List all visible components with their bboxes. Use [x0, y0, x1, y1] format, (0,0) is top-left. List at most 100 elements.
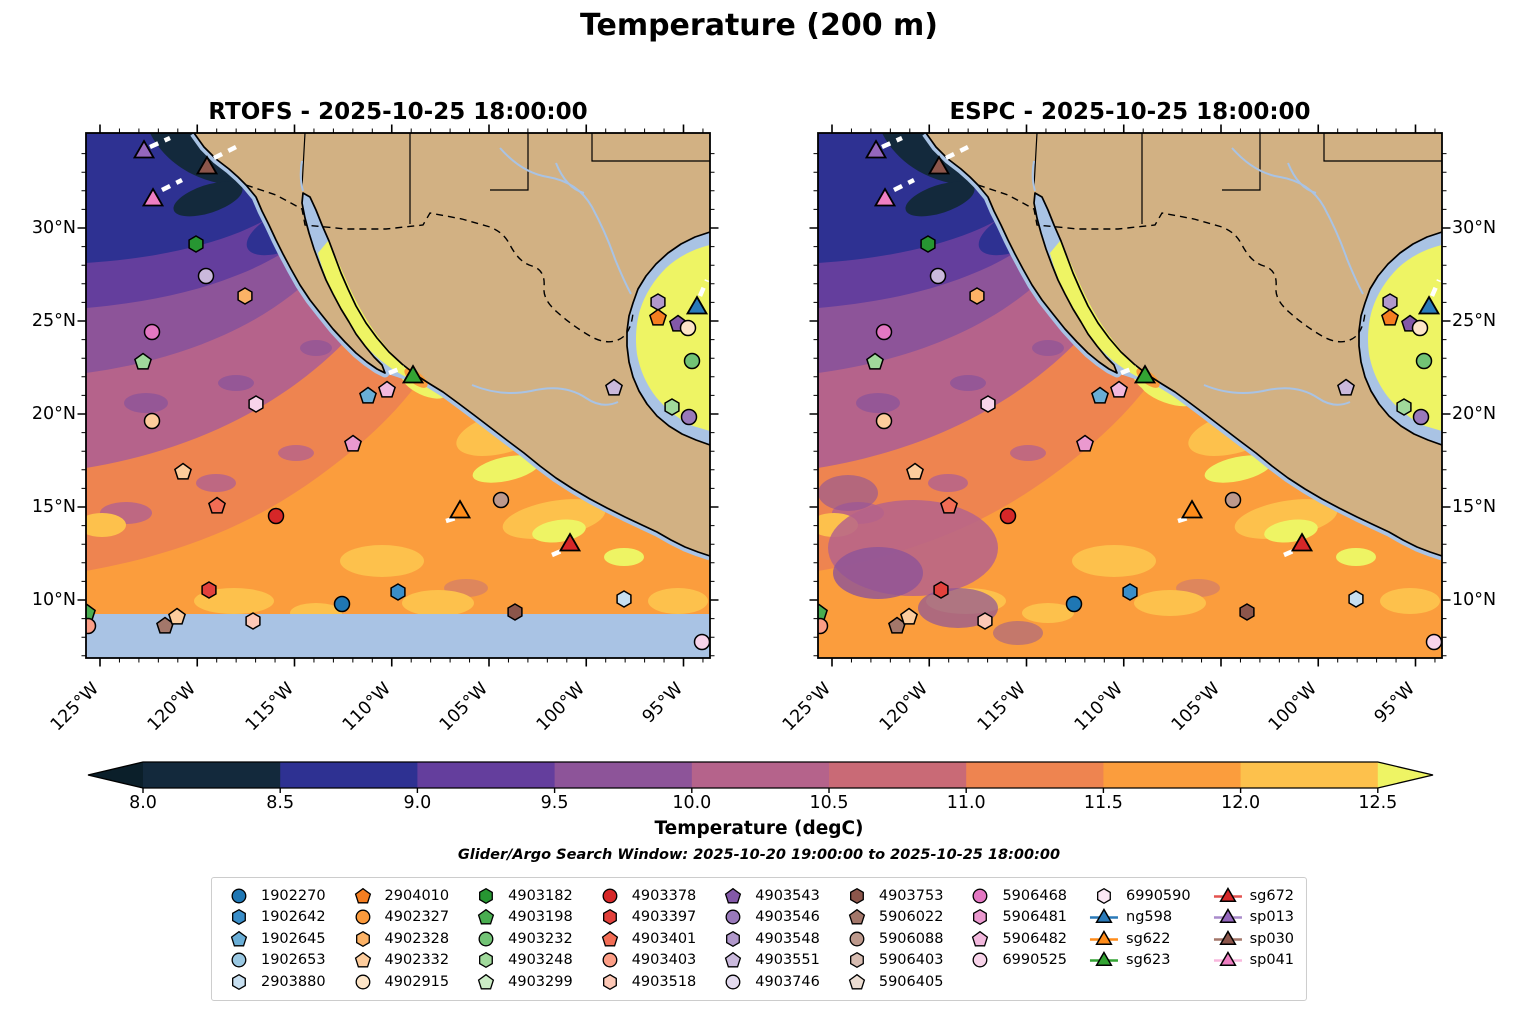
legend-item-2903880: 2903880	[224, 971, 326, 993]
legend-label: 4902915	[384, 973, 450, 990]
map-marker	[1411, 319, 1429, 337]
legend-marker-icon	[602, 973, 617, 990]
y-tick-label: 30°N	[1452, 218, 1497, 238]
glider-track	[1283, 546, 1299, 558]
legend-label: 4902328	[384, 930, 450, 947]
legend-column: 5906468 5906481 5906482 6990525	[965, 885, 1067, 993]
legend-item-6990525: 6990525	[965, 950, 1067, 972]
legend-label: 4903753	[878, 887, 944, 904]
legend-marker-icon	[230, 930, 248, 947]
map-marker	[1224, 491, 1242, 509]
legend-marker-icon	[602, 888, 618, 904]
y-tick-label: 20°N	[1452, 404, 1497, 424]
panel-title-rtofs: RTOFS - 2025-10-25 18:00:00	[208, 99, 588, 125]
colorbar-svg	[87, 761, 1434, 793]
legend-item-4903548: 4903548	[718, 928, 820, 950]
map-marker	[237, 287, 253, 305]
legend-item-4903518: 4903518	[595, 971, 697, 993]
glider-track	[212, 144, 238, 161]
glider-marker	[401, 364, 425, 384]
legend-item-4903403: 4903403	[595, 950, 697, 972]
legend-item-sg623: sg623	[1089, 950, 1191, 972]
legend-label: 4903403	[631, 952, 697, 969]
legend-item-sg672: sg672	[1213, 885, 1294, 907]
legend-label: 1902270	[260, 887, 326, 904]
legend-label: 4903299	[508, 973, 573, 990]
legend-label: 4903198	[508, 909, 573, 926]
map-marker	[507, 603, 523, 621]
map-marker	[188, 235, 204, 253]
glider-marker	[195, 155, 219, 175]
legend-marker-icon	[1213, 929, 1242, 945]
legend-column: 2904010 4902327 4902328 4902332 4902915	[348, 885, 450, 993]
legend-item-1902642: 1902642	[224, 907, 326, 929]
glider-marker	[141, 187, 165, 207]
map-marker	[1091, 386, 1109, 404]
legend-label: 4903543	[755, 887, 820, 904]
legend-label: 5906405	[878, 973, 944, 990]
map-marker	[980, 395, 996, 413]
legend-item-5906468: 5906468	[965, 885, 1067, 907]
minor-ticks	[81, 128, 715, 663]
legend-marker-icon	[725, 887, 742, 904]
glider-track	[551, 546, 567, 558]
legend-marker-icon	[1213, 908, 1242, 924]
glider-marker	[927, 155, 951, 175]
legend-label: 4903182	[508, 887, 573, 904]
y-tick-label: 10°N	[31, 590, 76, 610]
legend-marker-icon	[848, 973, 866, 990]
legend-label: sg672	[1249, 887, 1295, 904]
legend-label: 4903518	[631, 973, 697, 990]
glider-marker	[558, 532, 582, 552]
legend-label: 4903248	[508, 952, 573, 969]
legend-marker-icon	[1213, 951, 1242, 967]
legend-item-4902332: 4902332	[348, 950, 450, 972]
legend-marker-icon	[1213, 886, 1242, 902]
legend-item-4903546: 4903546	[718, 907, 820, 929]
glider-marker	[448, 499, 472, 519]
map-marker	[977, 612, 993, 630]
colorbar-tick-label: 8.5	[266, 793, 295, 813]
y-tick-label: 15°N	[31, 497, 76, 517]
legend-label: sg623	[1126, 952, 1171, 969]
colorbar-tick-label: 11.5	[1083, 793, 1123, 813]
map-marker	[378, 380, 396, 398]
legend-item-ng598: ng598	[1089, 907, 1191, 929]
legend-marker-icon	[1090, 951, 1119, 967]
map-marker	[390, 583, 406, 601]
map-marker	[1382, 293, 1398, 311]
y-tick-label: 25°N	[1452, 311, 1497, 331]
legend-item-4903182: 4903182	[471, 885, 573, 907]
legend-marker-icon	[1090, 908, 1119, 924]
glider-marker	[1417, 295, 1441, 315]
glider-marker	[1133, 364, 1157, 384]
map-svg-espc	[809, 124, 1451, 667]
map-svg-rtofs	[77, 124, 719, 667]
legend-label: 6990590	[1126, 887, 1191, 904]
legend-marker-icon	[232, 973, 246, 990]
map-marker	[664, 398, 680, 416]
coastline	[193, 133, 710, 557]
glider-marker	[132, 139, 156, 159]
us-mexico-border	[245, 184, 634, 343]
no-data-band	[86, 614, 710, 658]
legend-label: 1902645	[260, 930, 326, 947]
map-marker	[201, 581, 217, 599]
legend-item-1902645: 1902645	[224, 928, 326, 950]
colorbar-tick-label: 10.5	[809, 793, 849, 813]
legend-marker-icon	[478, 931, 494, 947]
map-marker	[492, 491, 510, 509]
map-marker	[616, 590, 632, 608]
legend-label: 4903548	[755, 930, 820, 947]
legend-column: 4903182 4903198 4903232 4903248 4903299	[471, 885, 573, 993]
map-frame	[85, 132, 711, 659]
legend-label: 4902332	[384, 952, 450, 969]
legend-marker-icon	[849, 887, 864, 904]
state-borders	[1033, 133, 1442, 224]
legend-item-5906088: 5906088	[842, 928, 943, 950]
legend-item-4903198: 4903198	[471, 907, 573, 929]
map-marker	[333, 595, 351, 613]
legend-label: 4903378	[631, 887, 697, 904]
legend-item-1902653: 1902653	[224, 950, 326, 972]
legend-marker-icon	[849, 952, 864, 969]
